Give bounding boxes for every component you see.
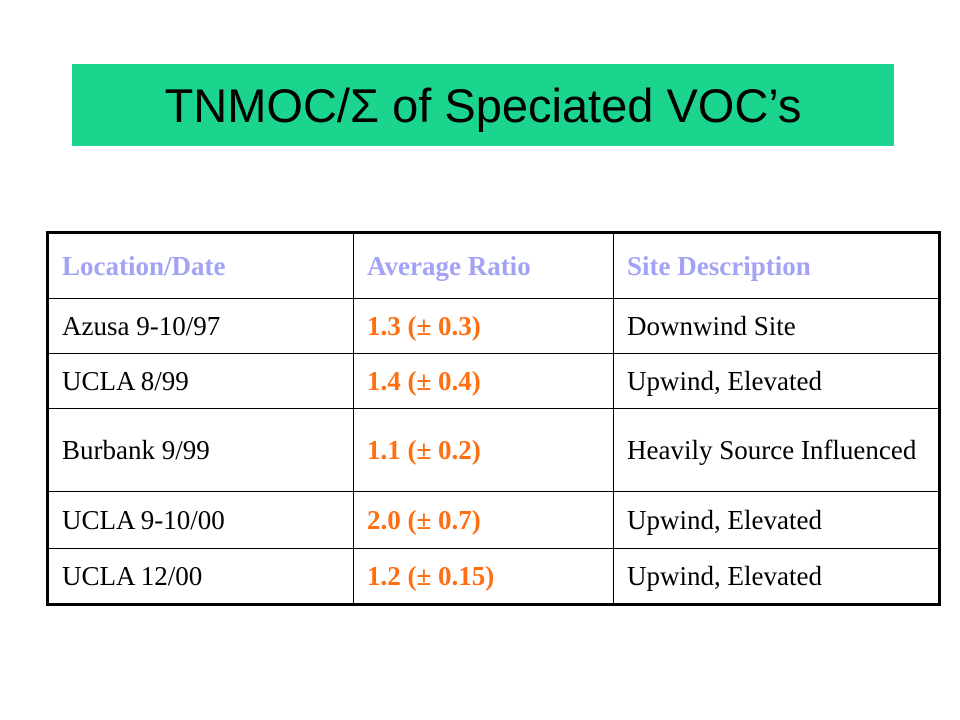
ratio-cell: 1.1 (± 0.2) — [353, 408, 614, 492]
header-site-description: Site Description — [613, 232, 940, 299]
location-cell: UCLA 9-10/00 — [47, 491, 354, 549]
header-average-ratio: Average Ratio — [353, 232, 614, 299]
title-suffix: of Speciated VOC’s — [379, 78, 802, 132]
ratio-cell: 1.2 (± 0.15) — [353, 548, 614, 605]
site-cell: Upwind, Elevated — [613, 548, 940, 605]
header-location-date: Location/Date — [47, 232, 354, 299]
location-cell: UCLA 12/00 — [47, 548, 354, 605]
site-cell: Upwind, Elevated — [613, 353, 940, 409]
table-row: UCLA 12/00 1.2 (± 0.15) Upwind, Elevated — [47, 548, 940, 605]
location-cell: UCLA 8/99 — [47, 353, 354, 409]
ratio-cell: 1.4 (± 0.4) — [353, 353, 614, 409]
site-cell: Upwind, Elevated — [613, 491, 940, 549]
table-row: Burbank 9/99 1.1 (± 0.2) Heavily Source … — [47, 408, 940, 492]
table-row: UCLA 9-10/00 2.0 (± 0.7) Upwind, Elevate… — [47, 491, 940, 549]
ratio-cell: 2.0 (± 0.7) — [353, 491, 614, 549]
slide-title: TNMOC/Σ of Speciated VOC’s — [165, 78, 802, 133]
location-cell: Azusa 9-10/97 — [47, 298, 354, 354]
table-header-row: Location/Date Average Ratio Site Descrip… — [47, 232, 940, 299]
ratio-cell: 1.3 (± 0.3) — [353, 298, 614, 354]
table-row: Azusa 9-10/97 1.3 (± 0.3) Downwind Site — [47, 298, 940, 354]
title-banner: TNMOC/Σ of Speciated VOC’s — [72, 64, 894, 146]
site-cell: Heavily Source Influenced — [613, 408, 940, 492]
voc-ratio-table: Location/Date Average Ratio Site Descrip… — [46, 231, 941, 606]
table-row: UCLA 8/99 1.4 (± 0.4) Upwind, Elevated — [47, 353, 940, 409]
sigma-symbol: Σ — [349, 78, 380, 132]
title-prefix: TNMOC/ — [164, 78, 350, 132]
site-cell: Downwind Site — [613, 298, 940, 354]
location-cell: Burbank 9/99 — [47, 408, 354, 492]
